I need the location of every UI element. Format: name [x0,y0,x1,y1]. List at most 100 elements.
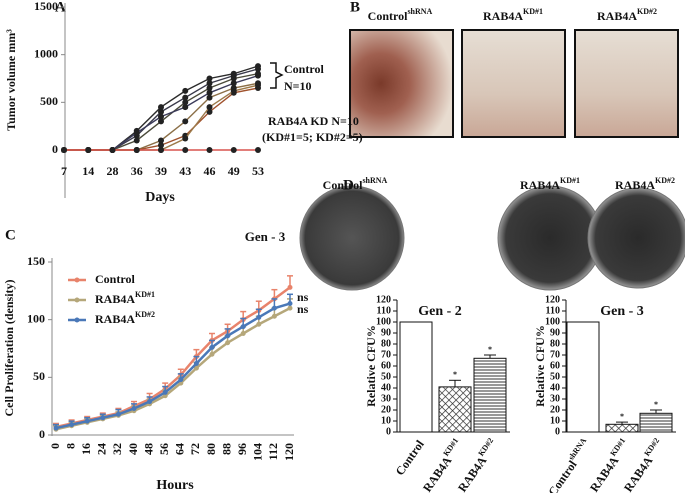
x-tick-label: 40 [126,443,140,455]
marker [158,104,164,111]
chart-title: Gen - 3 [600,304,644,319]
marker [209,344,215,350]
y-tick-label: 30 [550,393,560,404]
x-tick-label: 36 [131,164,143,178]
dish-label-main: Control [323,178,363,192]
marker [287,284,293,290]
dish [299,185,405,291]
chart-title: Gen - 2 [418,304,462,319]
marker [147,399,153,405]
dish-label: RAB4AKD#1 [520,176,580,192]
photo-label-sup: shRNA [407,7,432,16]
marker [158,137,164,144]
marker [53,425,59,431]
dish [497,185,603,291]
annotation: (KD#1=5; KD#2=5) [262,130,363,144]
marker [158,118,164,125]
x-tick-label: 88 [219,443,233,455]
marker [109,147,116,153]
marker [240,331,246,337]
panel-letter: C [5,227,16,243]
annotation: ns [297,302,309,316]
marker [162,393,168,399]
y-tick-label: 40 [381,382,391,393]
y-tick-label: 20 [381,404,391,415]
y-tick-label: 0 [52,142,58,156]
photo [574,29,679,138]
y-tick-label: 50 [33,369,45,383]
marker [84,418,90,424]
marker [158,142,164,149]
x-tick-label: 7 [61,164,67,178]
x-tick-label: 104 [251,443,265,461]
marker [206,75,213,82]
y-tick-label: 80 [381,338,391,349]
marker [182,94,189,101]
marker [206,94,213,101]
annotation: ns [297,290,309,304]
x-axis-title: Hours [156,478,194,493]
photo-label-main: RAB4A [483,9,523,23]
marker [206,147,213,153]
marker [131,405,137,411]
marker [230,75,237,82]
marker [158,108,164,115]
panel-letter: B [350,0,360,15]
photo-label-sup: KD#2 [637,7,657,16]
x-tick-label: 16 [79,443,93,455]
x-tick-label-main: RAB4A [621,453,656,493]
marker [193,360,199,366]
y-tick-label: 120 [545,294,560,305]
significance: * [488,345,492,354]
bar [473,357,507,433]
y-tick-label: 150 [27,254,45,268]
y-tick-label: 20 [550,404,560,415]
marker [182,118,189,125]
y-tick-label: 70 [381,349,391,360]
x-tick-label-main: Control [392,437,427,478]
annotation: Control [284,62,324,76]
x-tick-label: 28 [107,164,119,178]
annotation: RAB4A KD N=10 [268,114,359,128]
marker [206,89,213,96]
marker [225,340,231,346]
marker [182,87,189,94]
y-tick-label: 80 [550,338,560,349]
y-tick-label: 60 [550,360,560,371]
y-tick-label: 110 [377,305,391,316]
marker [85,147,92,153]
legend-label-sup: KD#2 [135,310,155,319]
x-tick-label-sup: KD#2 [642,436,661,458]
y-tick-label: 70 [550,349,560,360]
marker [193,365,199,371]
x-tick-label: 43 [179,164,191,178]
marker [206,108,213,115]
y-axis-title: Relative CFU% [533,325,547,407]
marker [133,129,140,136]
marker [230,87,237,94]
marker [115,411,121,417]
marker [178,377,184,383]
x-tick-label-main: RAB4A [420,453,455,493]
x-tick-label: 53 [252,164,264,178]
x-tick-label: 0 [48,443,62,449]
y-tick-label: 100 [545,316,560,327]
series-line [55,302,291,430]
dish-label-main: RAB4A [520,178,560,192]
legend-label-main: RAB4A [95,292,135,306]
photo-label-main: RAB4A [597,9,637,23]
marker [287,305,293,311]
photo [461,29,566,138]
y-tick-label: 10 [381,415,391,426]
y-tick-label: 90 [381,327,391,338]
x-tick-label: Control [392,437,427,478]
legend-label: RAB4AKD#1 [95,290,155,306]
legend-label-main: RAB4A [95,312,135,326]
marker [287,301,293,307]
y-axis-title: Cell Proliferation (density) [2,279,16,416]
marker [133,137,140,144]
marker [162,389,168,395]
marker [206,85,213,92]
marker [271,313,277,319]
bar [399,321,433,433]
